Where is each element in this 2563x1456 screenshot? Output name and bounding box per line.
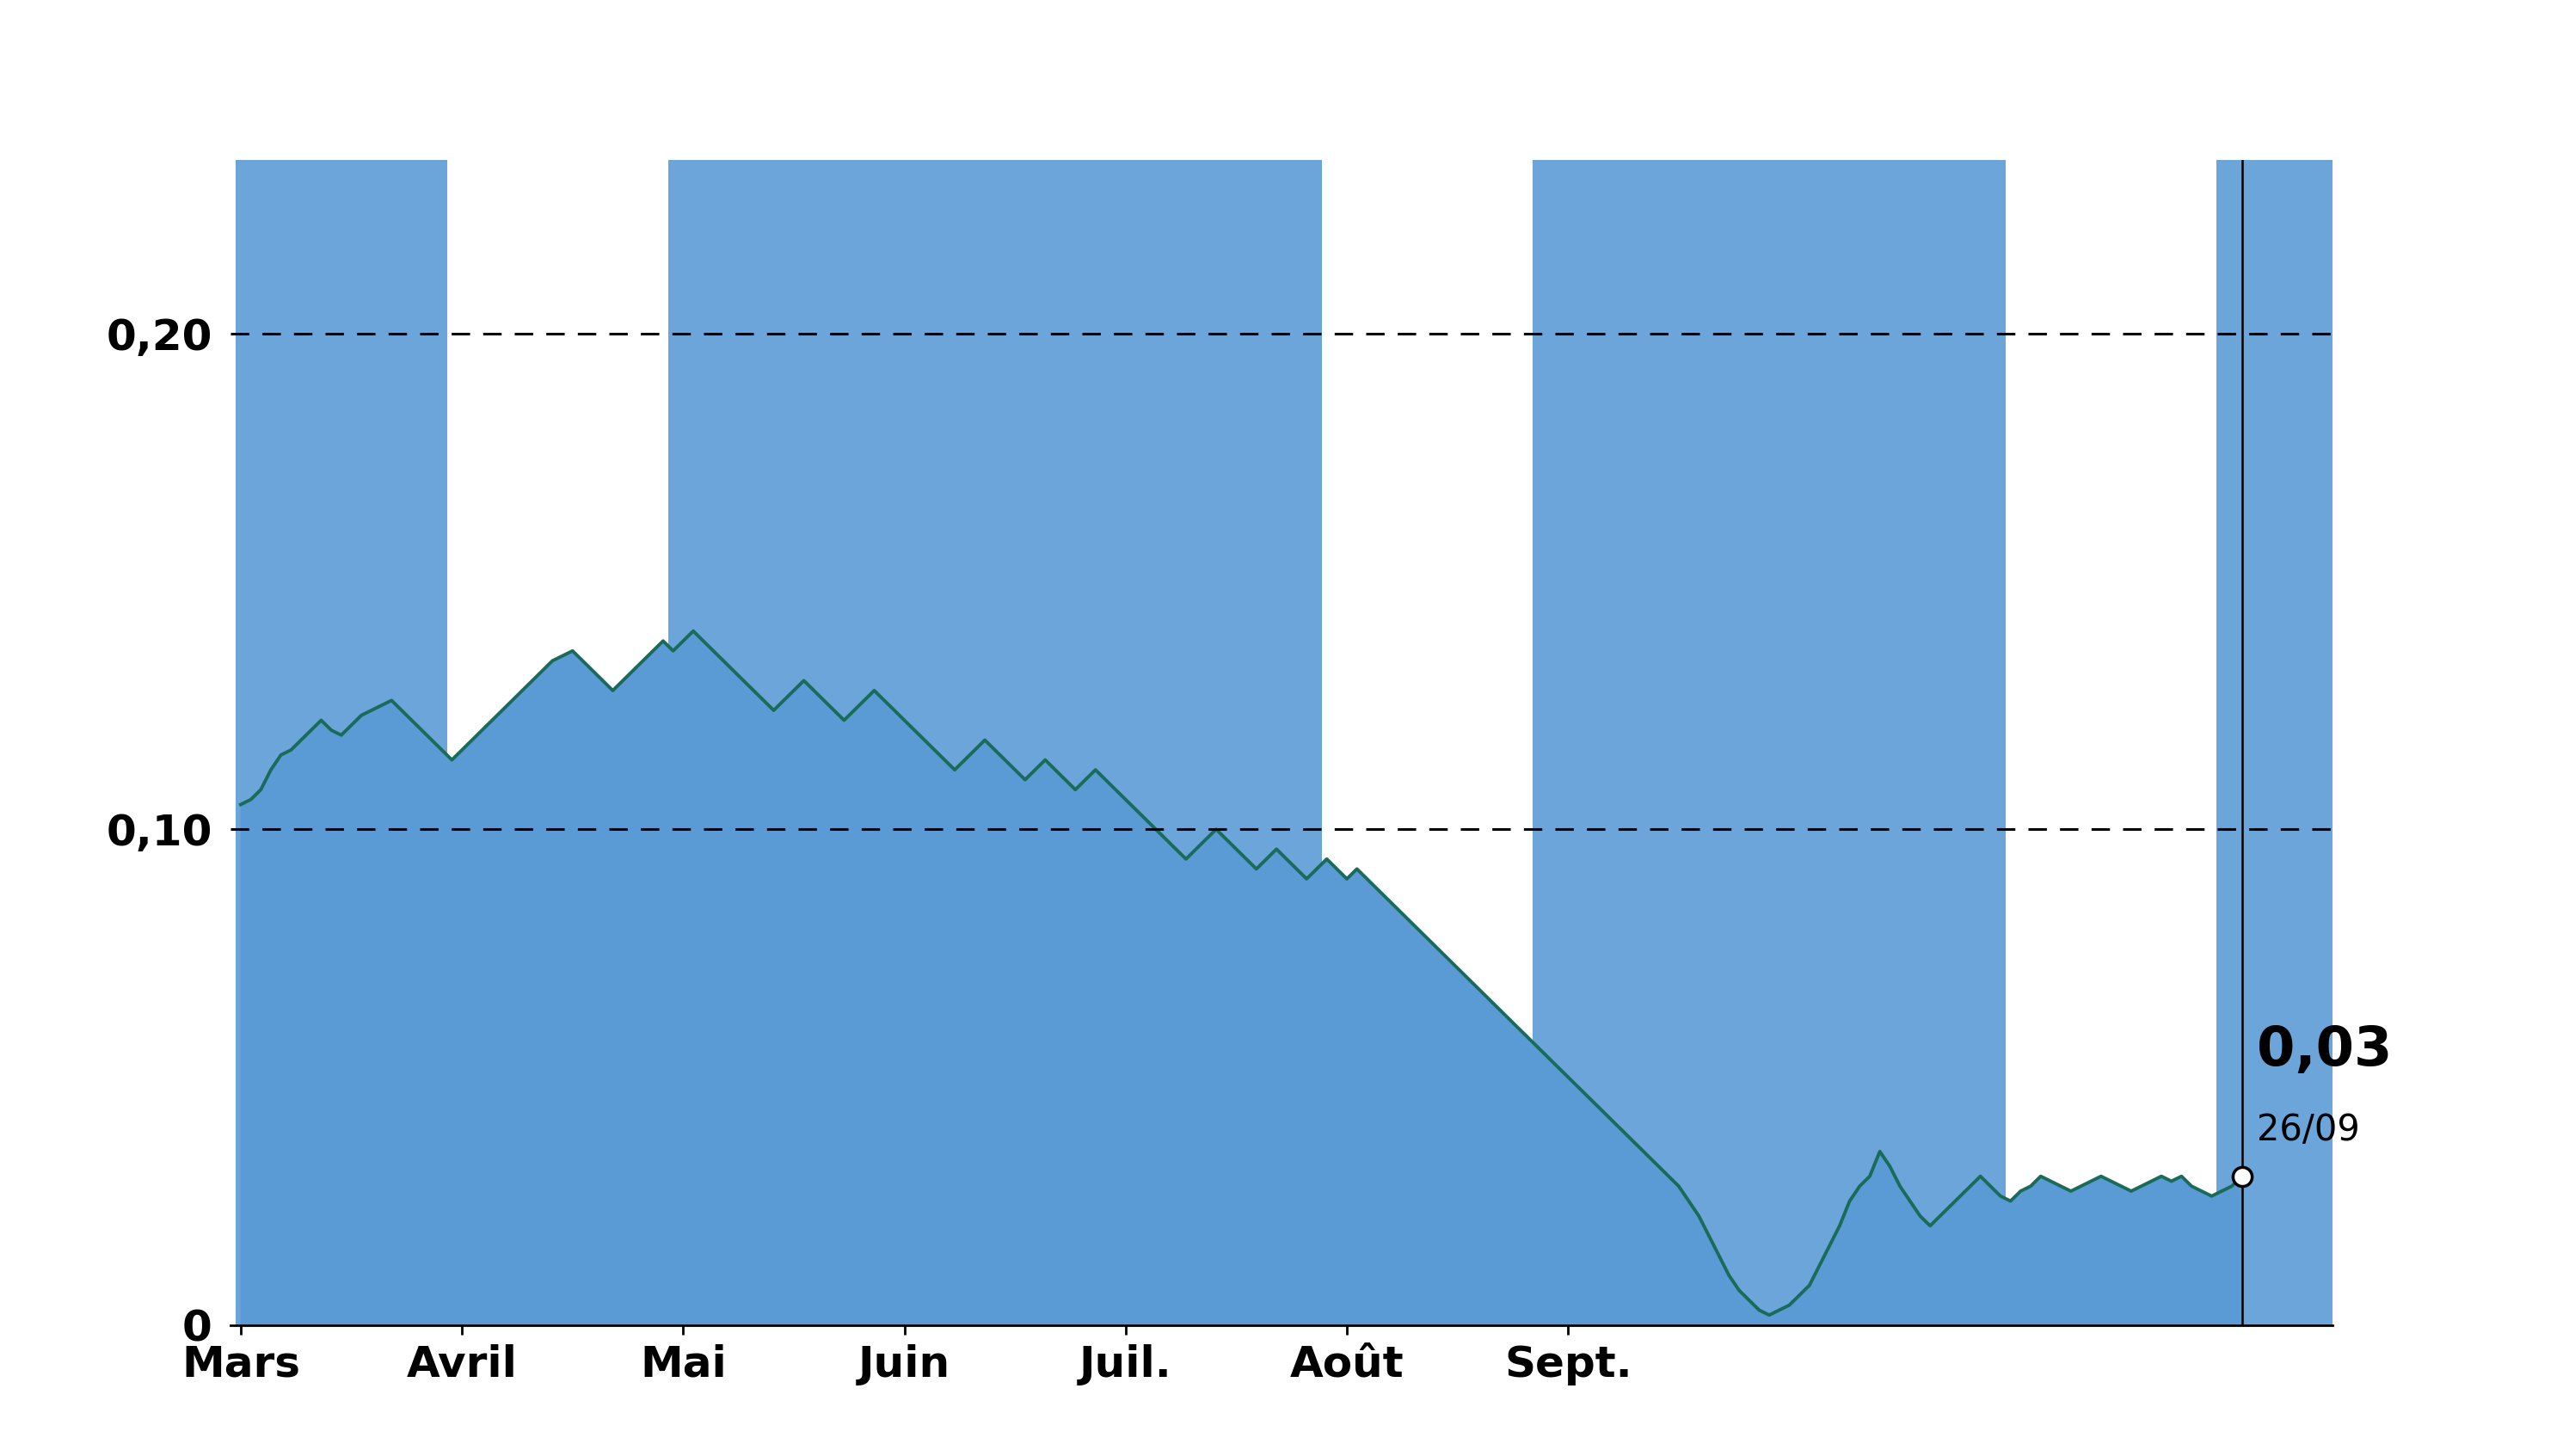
Text: QUANTUM GENOMICS: QUANTUM GENOMICS bbox=[761, 20, 1802, 103]
Bar bbox=[1533, 160, 2004, 1325]
Bar bbox=[669, 160, 1323, 1325]
Bar bbox=[236, 160, 446, 1325]
Text: 0,03: 0,03 bbox=[2258, 1024, 2391, 1077]
Text: 26/09: 26/09 bbox=[2258, 1112, 2361, 1147]
Bar bbox=[2217, 160, 2563, 1325]
